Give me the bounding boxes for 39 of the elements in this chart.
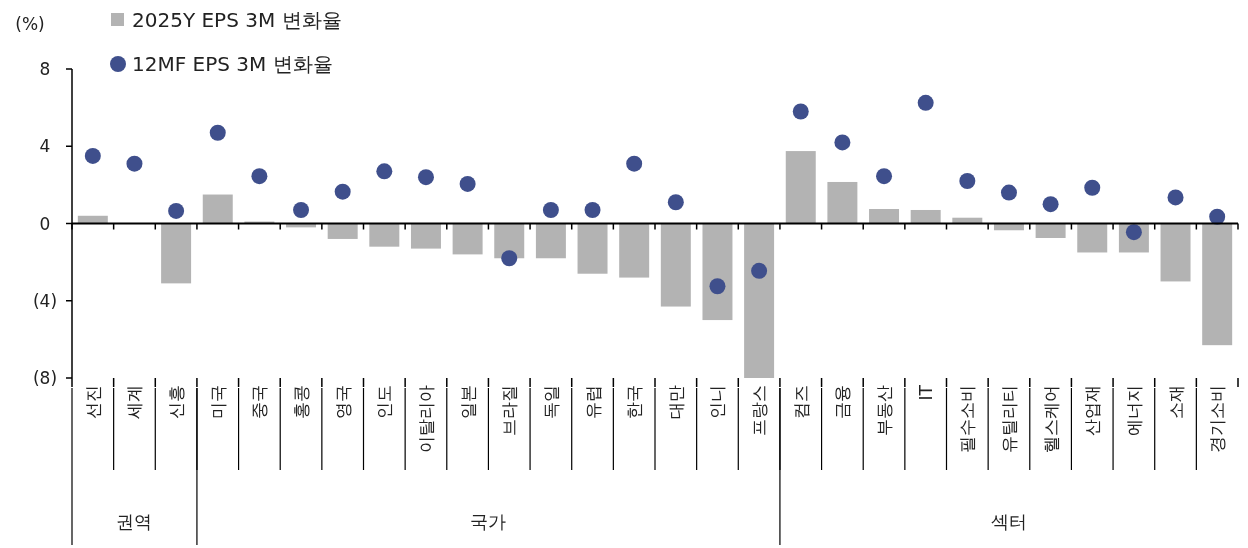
x-tick-label: 경기소비 [1207,385,1228,453]
x-tick-label: IT [915,384,936,401]
x-tick-label: 독일 [540,385,561,419]
x-tick-label: 일본 [457,385,478,419]
x-tick-label: 에너지 [1123,385,1144,436]
x-tick-label: 영국 [332,385,353,419]
y-tick-label: (4) [32,290,58,311]
x-tick-label: 브라질 [499,385,520,436]
x-tick-label: 미국 [207,385,228,419]
y-tick-label: (8) [32,368,58,388]
x-tick-label: 필수소비 [957,385,978,453]
y-axis-title: (%) [15,14,45,34]
x-tick-label: 대만 [665,385,686,419]
x-tick-label: 금융 [832,385,853,419]
x-tick-label: 이탈리아 [415,385,436,453]
x-tick-label: 인도 [374,385,395,419]
y-tick-label: 8 [39,59,51,79]
y-tick-label: 0 [39,213,51,234]
x-tick-label: 유틸리티 [998,385,1019,453]
legend-label: 2025Y EPS 3M 변화율 [132,8,342,32]
x-tick-label: 프랑스 [749,385,770,436]
x-tick-label: 중국 [249,385,270,419]
x-tick-label: 유럽 [582,385,603,419]
x-tick-label: 인니 [707,385,728,419]
x-tick-label: 세계 [124,385,145,419]
text: 국가 [470,511,507,532]
legend-label: 12MF EPS 3M 변화율 [132,52,333,76]
x-tick-label: 소재 [1165,385,1186,419]
x-tick-label: 부동산 [874,385,895,436]
x-tick-label: 신흥 [166,385,187,419]
x-tick-label: 헬스케어 [1040,385,1061,453]
text: 권역 [116,511,153,532]
x-tick-label: 산업재 [1082,385,1103,436]
x-tick-label: 컴즈 [790,385,811,419]
x-tick-label: 홍콩 [291,385,312,419]
text: 섹터 [990,511,1027,532]
x-tick-label: 한국 [624,385,645,419]
x-tick-label: 선진 [82,385,103,419]
y-tick-label: 4 [39,136,51,157]
